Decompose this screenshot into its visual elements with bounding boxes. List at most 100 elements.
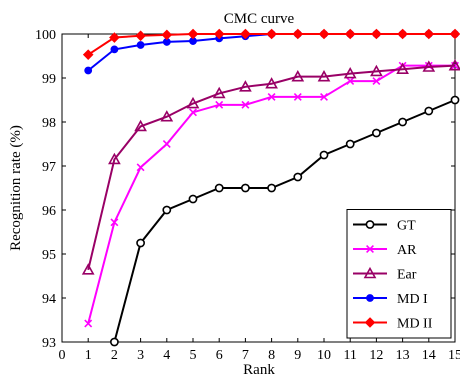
data-point-md-i xyxy=(136,41,145,49)
x-tick-label: 9 xyxy=(294,348,301,363)
data-point-ar xyxy=(215,100,224,109)
legend-entry-gt: GT xyxy=(353,219,416,234)
legend-label-gt: GT xyxy=(397,219,416,234)
data-point-ar xyxy=(84,319,93,328)
x-tick-label: 8 xyxy=(268,348,275,363)
data-point-md-i xyxy=(110,45,119,54)
data-point-ar xyxy=(346,77,355,86)
data-point-ear xyxy=(448,59,460,71)
data-point-ear xyxy=(343,66,357,79)
x-tick-label: 15 xyxy=(448,348,460,363)
legend-label-md-ii: MD II xyxy=(397,317,433,332)
legend-marker-md-ii xyxy=(364,317,376,328)
data-point-md-ii xyxy=(135,30,146,42)
x-axis-label: Rank xyxy=(243,362,275,378)
data-point-md-ii xyxy=(187,28,199,40)
data-point-gt xyxy=(371,128,381,138)
data-point-md-ii xyxy=(423,28,435,40)
y-tick-label: 94 xyxy=(42,292,56,307)
data-point-gt xyxy=(345,139,355,149)
data-point-ar xyxy=(372,77,381,86)
data-point-gt xyxy=(267,183,276,193)
data-point-ar xyxy=(110,218,119,227)
data-point-ar xyxy=(267,92,276,101)
data-point-ear xyxy=(160,110,174,122)
data-point-md-ii xyxy=(397,28,408,40)
x-tick-label: 6 xyxy=(216,348,223,363)
legend-entry-md-i: MD I xyxy=(353,292,428,307)
data-point-ear xyxy=(81,263,95,275)
y-tick-label: 100 xyxy=(35,28,56,43)
data-point-md-ii xyxy=(82,49,94,60)
x-tick-label: 14 xyxy=(422,348,436,363)
data-point-gt xyxy=(293,172,303,182)
legend-entry-md-ii: MD II xyxy=(353,317,433,332)
data-point-ear xyxy=(186,96,200,109)
x-tick-label: 5 xyxy=(190,348,197,363)
data-point-ear xyxy=(239,80,252,92)
data-point-ear xyxy=(134,119,147,132)
x-tick-label: 4 xyxy=(163,348,170,363)
legend-entry-ear: Ear xyxy=(353,266,417,283)
x-tick-label: 2 xyxy=(111,348,118,363)
data-point-ar xyxy=(320,92,328,101)
series-gt xyxy=(110,95,460,347)
legend-marker-md-i xyxy=(366,294,374,302)
x-tick-label: 1 xyxy=(85,348,92,363)
data-point-ear xyxy=(370,64,383,77)
data-point-md-ii xyxy=(292,28,304,40)
legend-label-md-i: MD I xyxy=(397,292,428,307)
legend-entry-ar: AR xyxy=(353,243,417,258)
y-tick-label: 93 xyxy=(42,336,56,351)
y-tick-label: 97 xyxy=(42,160,56,175)
x-tick-label: 12 xyxy=(369,348,383,363)
data-point-gt xyxy=(450,95,460,105)
data-point-ear xyxy=(212,86,226,99)
data-point-gt xyxy=(319,150,329,160)
data-point-ear xyxy=(396,62,409,74)
series-ear xyxy=(81,59,460,275)
data-point-md-ii xyxy=(109,32,120,43)
x-tick-label: 3 xyxy=(137,348,144,363)
data-point-md-ii xyxy=(240,28,251,40)
legend-label-ear: Ear xyxy=(397,268,417,283)
data-point-md-ii xyxy=(213,28,225,40)
data-point-ar xyxy=(241,100,250,109)
data-point-md-ii xyxy=(266,28,277,40)
y-tick-label: 95 xyxy=(42,248,56,263)
data-point-md-i xyxy=(84,66,93,75)
series-line-gt xyxy=(113,99,456,343)
data-point-ear xyxy=(317,70,331,82)
data-point-ar xyxy=(189,108,197,117)
x-tick-label: 7 xyxy=(242,348,249,363)
y-tick-label: 99 xyxy=(42,72,56,87)
x-tick-label: 0 xyxy=(59,348,66,363)
x-tick-label: 10 xyxy=(317,348,331,363)
y-axis-label: Recognition rate (%) xyxy=(8,125,24,251)
x-tick-label: 13 xyxy=(396,348,410,363)
legend-marker-ar xyxy=(366,245,374,253)
data-point-ear xyxy=(422,60,436,72)
plot-area xyxy=(81,28,460,347)
legend-label-ar: AR xyxy=(397,243,417,258)
data-point-ear xyxy=(265,77,278,89)
data-point-md-ii xyxy=(449,28,460,40)
data-point-ear xyxy=(291,70,305,82)
y-tick-label: 96 xyxy=(42,204,56,219)
data-point-gt xyxy=(162,205,172,215)
y-tick-label: 98 xyxy=(42,116,56,131)
data-point-gt xyxy=(136,238,145,248)
data-point-md-ii xyxy=(161,29,173,41)
data-point-md-ii xyxy=(318,28,330,40)
chart-title: CMC curve xyxy=(224,11,295,27)
data-point-gt xyxy=(110,337,119,347)
x-tick-label: 11 xyxy=(343,348,356,363)
data-point-md-ii xyxy=(371,28,382,40)
data-point-gt xyxy=(398,117,407,127)
data-point-gt xyxy=(240,183,250,193)
series-line-md-i xyxy=(87,33,455,72)
legend-marker-gt xyxy=(365,220,375,229)
data-point-ar xyxy=(162,140,171,148)
data-point-ar xyxy=(293,92,302,101)
